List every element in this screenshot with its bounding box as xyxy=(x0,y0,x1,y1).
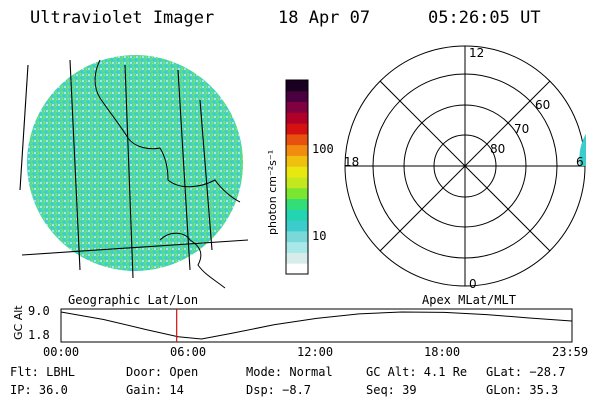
colorbar-frame xyxy=(285,79,309,275)
mlt-label-left: 18 xyxy=(344,155,359,169)
uv-disk-image xyxy=(27,55,243,271)
colorbar-step xyxy=(286,230,308,243)
glat-readout: GLat: −28.7 xyxy=(486,365,566,379)
altitude-plot: GC Alt xyxy=(12,305,573,343)
colorbar-step xyxy=(286,80,308,92)
altitude-curve-line xyxy=(60,311,572,340)
time-tick-1200: 12:00 xyxy=(297,345,334,359)
time-tick-0000: 00:00 xyxy=(43,345,80,359)
time-tick-0600: 06:00 xyxy=(170,345,207,359)
coastline-lines xyxy=(94,59,241,289)
altitude-tick-min: 1.8 xyxy=(28,328,50,342)
date-label: 18 Apr 07 xyxy=(278,8,371,28)
colorbar-step xyxy=(286,133,308,146)
seq-readout: Seq: 39 xyxy=(366,383,417,397)
colorbar-step xyxy=(286,112,308,124)
mlat-label-80: 80 xyxy=(490,142,505,156)
polar-mlat-mlt-panel: 12 0 18 6 60 70 80 xyxy=(344,45,586,291)
mlt-label-top: 12 xyxy=(469,46,484,60)
colorbar-step xyxy=(286,198,308,210)
polar-aurora-edge xyxy=(579,134,586,166)
geo-panel-caption: Geographic Lat/Lon xyxy=(68,293,199,307)
altitude-plot-frame xyxy=(60,308,573,343)
colorbar-step xyxy=(286,209,308,221)
colorbar-step xyxy=(286,241,308,253)
geo-grid-lines xyxy=(19,59,249,279)
altitude-curve xyxy=(60,311,572,340)
mlat-label-70: 70 xyxy=(514,122,529,136)
ip-readout: IP: 36.0 xyxy=(10,383,68,397)
mlat-label-60: 60 xyxy=(535,98,550,112)
geographic-image-panel xyxy=(19,55,249,289)
mlt-label-bottom: 0 xyxy=(469,277,477,291)
colorbar-unit-label: photon cm⁻²s⁻¹ xyxy=(266,150,279,235)
colorbar-step xyxy=(286,90,308,103)
colorbar-step xyxy=(286,252,308,264)
glon-readout: GLon: 35.3 xyxy=(486,383,559,397)
colorbar-step xyxy=(286,263,308,275)
mlt-label-right: 6 xyxy=(576,155,584,169)
colorbar-step xyxy=(286,166,308,178)
gain-readout: Gain: 14 xyxy=(126,383,184,397)
gc-alt-readout: GC Alt: 4.1 Re xyxy=(366,365,468,379)
colorbar-step xyxy=(286,177,308,189)
colorbar-step xyxy=(286,220,308,232)
time-tick-2359: 23:59 xyxy=(552,345,589,359)
colorbar-gradient xyxy=(286,80,308,275)
mode-readout: Mode: Normal xyxy=(246,365,333,379)
colorbar: photon cm⁻²s⁻¹ xyxy=(266,79,309,275)
polar-panel-caption: Apex MLat/MLT xyxy=(422,293,516,307)
colorbar-step xyxy=(286,101,308,113)
dsp-readout: Dsp: −8.7 xyxy=(246,383,312,397)
altitude-tick-max: 9.0 xyxy=(28,304,50,318)
door-readout: Door: Open xyxy=(126,365,199,379)
colorbar-step xyxy=(286,144,308,156)
colorbar-step xyxy=(286,123,308,135)
time-tick-1800: 18:00 xyxy=(424,345,461,359)
colorbar-tick-100: 100 xyxy=(312,142,334,156)
instrument-title: Ultraviolet Imager xyxy=(30,8,215,28)
filter-readout: Flt: LBHL xyxy=(10,365,76,379)
altitude-axis-label: GC Alt xyxy=(12,305,25,340)
colorbar-step xyxy=(286,155,308,167)
colorbar-tick-10: 10 xyxy=(312,229,327,243)
colorbar-step xyxy=(286,187,308,200)
time-label: 05:26:05 UT xyxy=(428,8,541,28)
polar-diagonal-2 xyxy=(379,80,551,252)
